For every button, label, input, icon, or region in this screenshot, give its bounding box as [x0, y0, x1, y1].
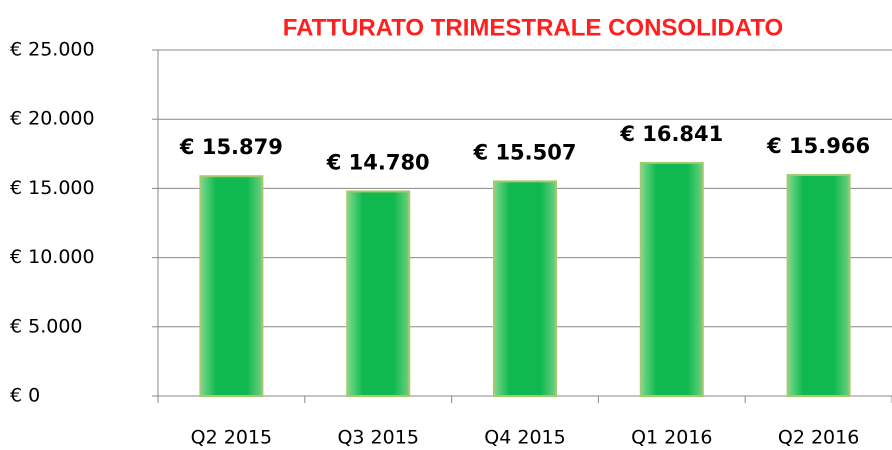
x-tick-label: Q1 2016	[631, 427, 712, 449]
value-label: € 16.841	[619, 122, 723, 146]
y-tick-label: € 25.000	[10, 39, 95, 61]
bar	[199, 175, 264, 397]
y-tick-label: € 15.000	[10, 177, 95, 199]
value-label: € 14.780	[326, 150, 430, 174]
bar	[346, 190, 411, 397]
y-tick-label: € 0	[10, 385, 40, 407]
bar	[786, 174, 851, 397]
value-label: € 15.507	[473, 140, 577, 164]
y-tick-label: € 10.000	[10, 246, 95, 268]
y-tick-label: € 20.000	[10, 108, 95, 130]
x-tick-label: Q2 2015	[191, 427, 272, 449]
y-tick-label: € 5.000	[10, 315, 83, 337]
value-label: € 15.966	[766, 134, 870, 158]
chart-title: FATTURATO TRIMESTRALE CONSOLIDATO	[283, 14, 783, 41]
x-tick-label: Q3 2015	[337, 427, 418, 449]
value-label: € 15.879	[179, 135, 283, 159]
bar	[493, 180, 557, 397]
x-tick-label: Q2 2016	[778, 427, 859, 449]
bar	[639, 161, 704, 397]
x-tick-label: Q4 2015	[484, 427, 565, 449]
